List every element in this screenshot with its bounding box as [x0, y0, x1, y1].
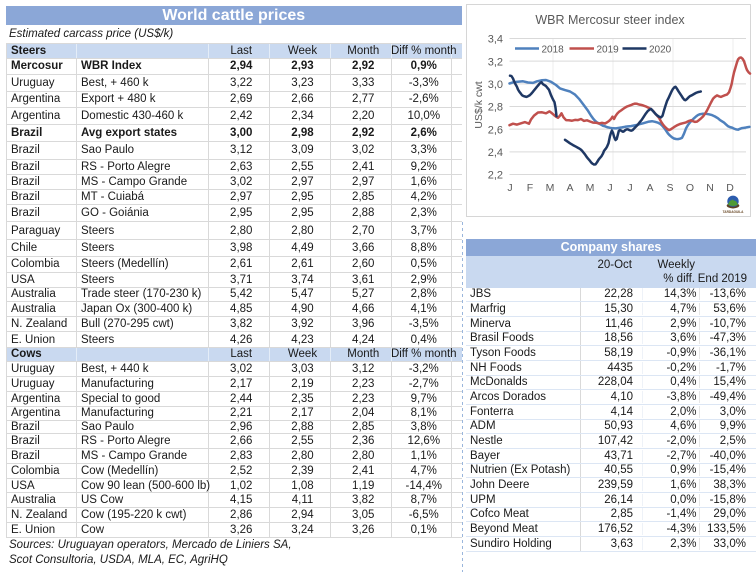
svg-text:US$/k cwt: US$/k cwt — [473, 81, 485, 128]
svg-text:N: N — [706, 182, 714, 194]
svg-text:J: J — [607, 182, 612, 194]
svg-text:2020: 2020 — [649, 45, 672, 56]
svg-text:2018: 2018 — [542, 45, 565, 56]
svg-text:M: M — [586, 182, 595, 194]
svg-text:2019: 2019 — [597, 45, 620, 56]
svg-text:A: A — [646, 182, 653, 194]
svg-text:D: D — [726, 182, 734, 194]
svg-text:J: J — [507, 182, 512, 194]
svg-text:3,4: 3,4 — [488, 34, 503, 46]
svg-text:3,2: 3,2 — [488, 56, 503, 68]
svg-text:2,6: 2,6 — [488, 124, 503, 136]
svg-text:3,0: 3,0 — [488, 79, 503, 91]
svg-text:S: S — [666, 182, 673, 194]
svg-text:J: J — [627, 182, 632, 194]
svg-text:WBR Mercosur steer index: WBR Mercosur steer index — [535, 13, 685, 27]
svg-text:A: A — [566, 182, 573, 194]
svg-text:2,2: 2,2 — [488, 170, 503, 182]
svg-text:O: O — [686, 182, 694, 194]
svg-text:2,8: 2,8 — [488, 102, 503, 114]
svg-text:TARDAGUILA: TARDAGUILA — [723, 210, 745, 214]
svg-text:M: M — [546, 182, 555, 194]
svg-text:F: F — [527, 182, 533, 194]
svg-text:2,4: 2,4 — [488, 147, 503, 159]
